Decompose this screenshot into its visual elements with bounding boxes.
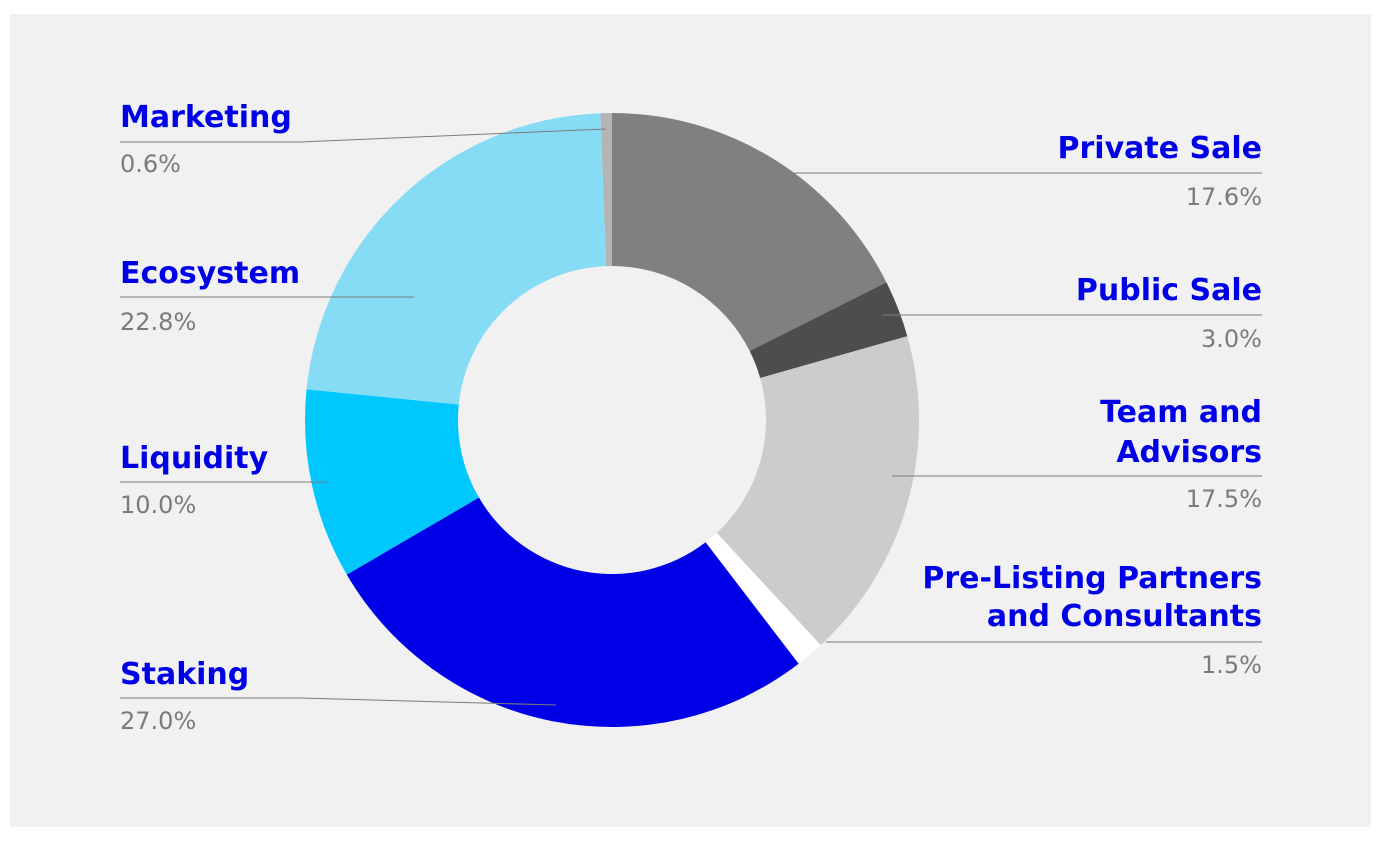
slice-public-sale — [749, 282, 908, 378]
slice-private-sale — [612, 113, 887, 351]
label-pre-listing-partners-and-consultants: Pre-Listing Partners and Consultants — [922, 561, 1262, 634]
donut-slices — [305, 113, 919, 727]
slice-ecosystem — [306, 113, 607, 405]
value-liquidity: 10.0% — [120, 491, 196, 519]
label-staking: Staking — [120, 657, 249, 692]
value-marketing: 0.6% — [120, 150, 181, 178]
slice-marketing — [600, 113, 612, 267]
label-liquidity: Liquidity — [120, 441, 269, 476]
leader-lines — [120, 128, 1262, 706]
slice-labels: Private Sale 17.6% Public Sale 3.0% Team and… — [120, 100, 1262, 735]
label-public-sale: Public Sale — [1076, 273, 1262, 308]
value-public-sale: 3.0% — [1201, 325, 1262, 353]
slice-team-and-advisors — [716, 336, 919, 646]
label-marketing: Marketing — [120, 100, 292, 135]
slice-liquidity — [305, 389, 479, 575]
label-team-and-advisors: Team and Advisors — [1100, 395, 1262, 470]
leader-line-marketing — [120, 128, 607, 143]
leader-line-staking — [120, 697, 557, 706]
value-pre-listing-partners-and-consultants: 1.5% — [1201, 651, 1262, 679]
value-private-sale: 17.6% — [1186, 183, 1262, 211]
slice-staking — [346, 497, 799, 727]
value-team-and-advisors: 17.5% — [1186, 485, 1262, 513]
value-ecosystem: 22.8% — [120, 308, 196, 336]
label-ecosystem: Ecosystem — [120, 256, 300, 291]
label-private-sale: Private Sale — [1058, 131, 1262, 166]
value-staking: 27.0% — [120, 707, 196, 735]
slice-pre-listing-partners-and-consultants — [705, 532, 821, 664]
